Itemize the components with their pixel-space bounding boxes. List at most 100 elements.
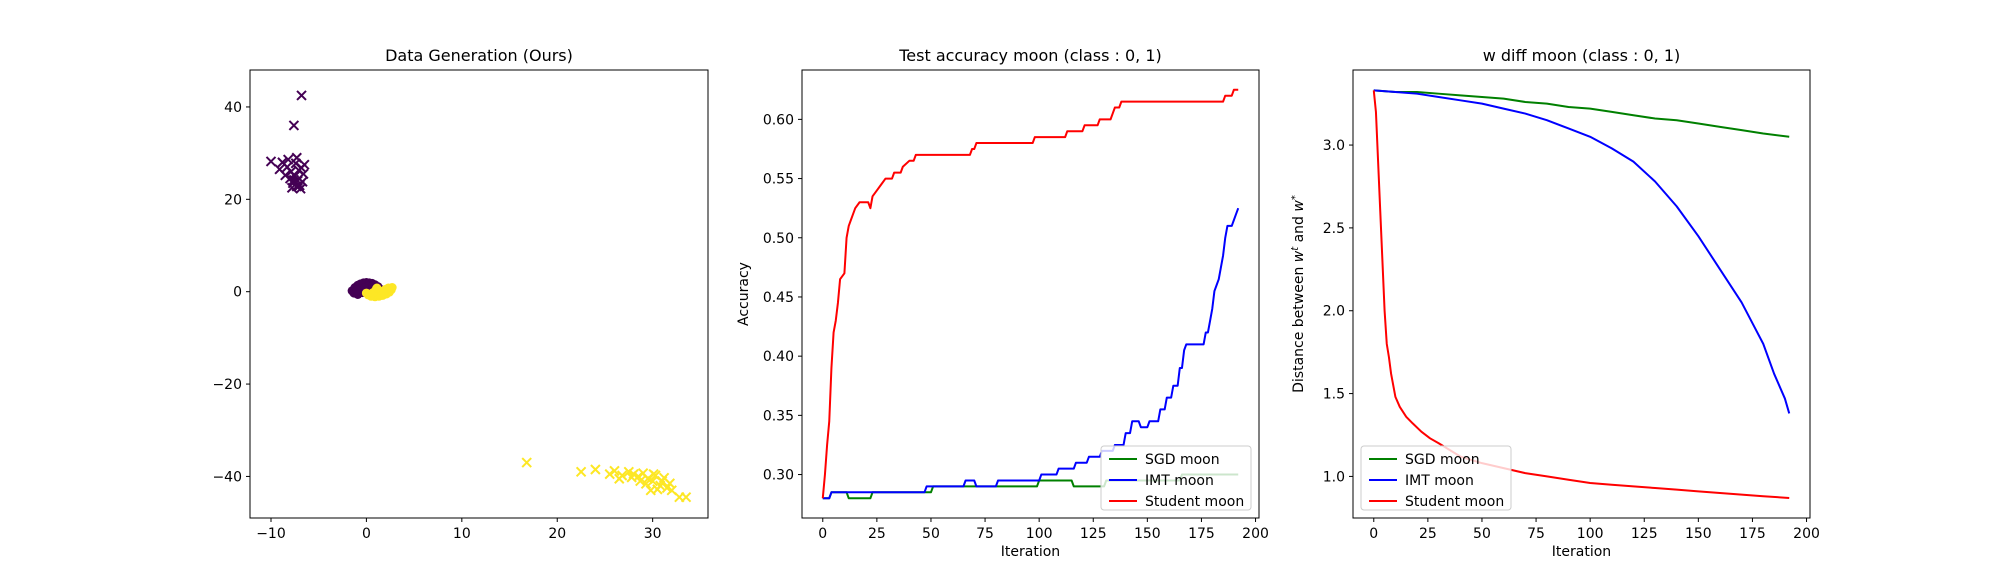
legend-label: Student moon [1405, 494, 1504, 510]
series-line-student-moon [1372, 90, 1790, 499]
x-tick-label: 0 [362, 526, 371, 542]
scatter-x-marker-class1 [590, 464, 601, 475]
x-tick-label: 125 [1080, 526, 1107, 542]
x-axis-label: Iteration [1552, 544, 1611, 560]
axes-frame [1352, 69, 1811, 519]
y-tick-label: 1.5 [1323, 387, 1345, 403]
x-tick-label: 10 [453, 526, 471, 542]
scatter-x-marker-class1 [616, 470, 628, 481]
x-tick-label: −10 [256, 526, 286, 542]
scatter-x-marker-class0 [280, 170, 291, 181]
chart-0: Data Generation (Ours) −10 0 10 20 30 −40 −20 0 2… [212, 46, 709, 542]
scatter-x-marker-class0 [282, 154, 294, 165]
x-tick-label: 0 [818, 526, 827, 542]
x-tick-label: 30 [644, 526, 662, 542]
legend-label: IMT moon [1145, 473, 1214, 489]
x-tick-label: 175 [1188, 526, 1215, 542]
y-axis-label-part: w [1291, 200, 1307, 212]
x-tick-label: 175 [1739, 526, 1766, 542]
scatter-x-marker-class1 [680, 492, 692, 503]
x-tick-label: 125 [1631, 526, 1658, 542]
plot-area [265, 90, 692, 503]
y-tick-label: 3.0 [1323, 138, 1345, 154]
series-line-sgd-moon [1373, 89, 1790, 138]
scatter-x-marker-class0 [296, 162, 307, 174]
series-line-student-moon [821, 88, 1239, 499]
y-tick-label: −20 [212, 377, 242, 393]
legend-label: SGD moon [1145, 452, 1220, 468]
y-tick-label: 0.45 [763, 290, 794, 306]
y-axis-label-part: t [1290, 246, 1301, 251]
x-tick-label: 150 [1134, 526, 1161, 542]
y-axis-label: Distance between wt and w* [1290, 195, 1308, 393]
x-tick-label: 100 [1577, 526, 1604, 542]
y-tick-label: 2.0 [1323, 304, 1345, 320]
legend-label: Student moon [1145, 494, 1244, 510]
legend: SGD moon IMT moon Student moon [1360, 445, 1512, 511]
scatter-x-marker-class1 [609, 465, 620, 477]
y-tick-label: 0.55 [763, 172, 794, 188]
scatter-x-marker-class1 [626, 472, 637, 483]
y-tick-label: 0.35 [763, 408, 794, 424]
chart-title: w diff moon (class : 0, 1) [1483, 46, 1681, 65]
chart-2: w diff moon (class : 0, 1) 0 25 50 75 100 125 1… [1290, 46, 1820, 560]
scatter-x-marker-class1 [652, 484, 663, 495]
scatter-x-marker-class1 [575, 466, 587, 478]
legend-box [1360, 445, 1512, 511]
x-tick-label: 25 [868, 526, 886, 542]
y-tick-label: 0.40 [763, 349, 794, 365]
chart-title: Data Generation (Ours) [385, 46, 573, 65]
y-axis-label-part: and [1291, 212, 1307, 247]
x-tick-label: 150 [1685, 526, 1712, 542]
series-line-imt-moon [1373, 89, 1791, 414]
y-tick-label: 20 [224, 192, 242, 208]
x-tick-label: 0 [1369, 526, 1378, 542]
chart-title: Test accuracy moon (class : 0, 1) [898, 46, 1162, 65]
scatter-point-class1 [379, 288, 389, 298]
scatter-point-class0 [352, 285, 362, 295]
scatter-x-marker-class0 [288, 120, 300, 131]
x-tick-label: 100 [1026, 526, 1053, 542]
scatter-point-class1 [372, 283, 382, 293]
x-tick-label: 20 [548, 526, 566, 542]
y-axis-label-part: * [1290, 195, 1301, 200]
scatter-x-marker-class1 [640, 478, 652, 490]
scatter-x-marker-class1 [648, 468, 659, 480]
y-axis-label: Accuracy [736, 262, 752, 326]
axes-frame [249, 69, 709, 519]
y-tick-label: 2.5 [1323, 221, 1345, 237]
scatter-x-marker-class1 [604, 468, 615, 480]
scatter-x-marker-class0 [288, 174, 300, 186]
x-tick-label: 50 [1473, 526, 1491, 542]
y-tick-label: 0.50 [763, 231, 794, 247]
legend-label: IMT moon [1405, 473, 1474, 489]
y-tick-label: 0.30 [763, 468, 794, 484]
x-tick-label: 200 [1793, 526, 1820, 542]
scatter-x-marker-class0 [296, 90, 307, 101]
x-tick-label: 50 [922, 526, 940, 542]
plot-area [1372, 89, 1791, 499]
x-axis-label: Iteration [1001, 544, 1060, 560]
y-tick-label: 1.0 [1323, 469, 1345, 485]
legend-box [1100, 445, 1252, 511]
plot-area [821, 88, 1240, 500]
chart-1: Test accuracy moon (class : 0, 1) 0 25 50 75… [736, 46, 1269, 560]
legend-label: SGD moon [1405, 452, 1480, 468]
y-tick-label: 0.60 [763, 112, 794, 128]
y-tick-label: 40 [224, 100, 242, 116]
y-axis-label-part: Distance between [1291, 262, 1307, 393]
scatter-x-marker-class1 [635, 475, 646, 487]
scatter-x-marker-class0 [291, 181, 302, 192]
y-tick-label: −40 [212, 469, 242, 485]
x-tick-label: 75 [1527, 526, 1545, 542]
scatter-x-marker-class0 [265, 156, 277, 167]
axes-frame [801, 69, 1260, 519]
x-tick-label: 25 [1419, 526, 1437, 542]
scatter-x-marker-class1 [664, 478, 676, 489]
series-line-imt-moon [822, 207, 1240, 500]
x-tick-label: 200 [1242, 526, 1269, 542]
legend: SGD moon IMT moon Student moon [1100, 445, 1252, 511]
x-tick-label: 75 [976, 526, 994, 542]
y-tick-label: 0 [233, 285, 242, 301]
